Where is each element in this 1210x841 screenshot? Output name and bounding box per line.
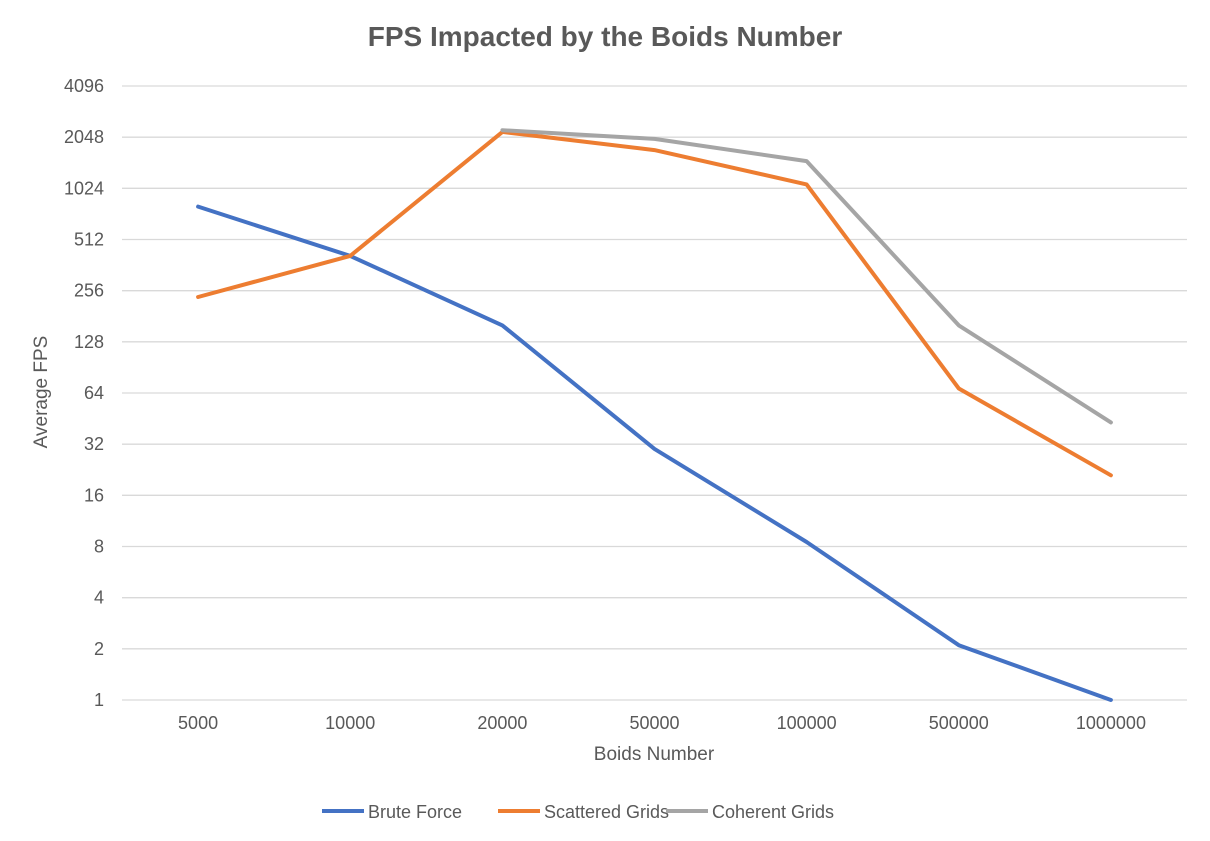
x-tick-label: 500000 [929, 713, 989, 733]
y-tick-label: 2048 [64, 127, 104, 147]
series-line-0 [196, 204, 1113, 702]
legend-label: Coherent Grids [712, 802, 834, 822]
y-tick-label: 4 [94, 588, 104, 608]
series-lines [196, 128, 1113, 702]
x-axis-ticks: 5000 10000 20000 50000 100000 500000 1000000 [178, 713, 1146, 733]
series-line-2 [500, 128, 1113, 425]
y-tick-label: 512 [74, 230, 104, 250]
y-tick-label: 8 [94, 537, 104, 557]
legend-item: Scattered Grids [498, 802, 669, 822]
x-tick-label: 1000000 [1076, 713, 1146, 733]
y-axis-label: Average FPS [31, 336, 52, 449]
y-tick-label: 1024 [64, 178, 104, 198]
x-tick-label: 50000 [629, 713, 679, 733]
y-tick-label: 32 [84, 434, 104, 454]
legend-item: Brute Force [322, 802, 462, 822]
legend-label: Scattered Grids [544, 802, 669, 822]
x-tick-label: 10000 [325, 713, 375, 733]
y-axis-ticks: 1 2 4 8 16 32 64 128 256 512 1024 2048 4096 [64, 76, 104, 710]
legend-label: Brute Force [368, 802, 462, 822]
x-tick-label: 100000 [777, 713, 837, 733]
x-tick-label: 5000 [178, 713, 218, 733]
y-tick-label: 2 [94, 639, 104, 659]
x-tick-label: 20000 [477, 713, 527, 733]
gridlines [122, 85, 1187, 701]
y-tick-label: 1 [94, 690, 104, 710]
y-tick-label: 4096 [64, 76, 104, 96]
series-line-1 [196, 129, 1113, 478]
legend: Brute Force Scattered Grids Coherent Grids [322, 802, 834, 822]
y-tick-label: 128 [74, 332, 104, 352]
chart-title: FPS Impacted by the Boids Number [368, 21, 843, 52]
legend-item: Coherent Grids [666, 802, 834, 822]
y-tick-label: 64 [84, 383, 104, 403]
x-axis-label: Boids Number [594, 744, 715, 765]
y-tick-label: 256 [74, 281, 104, 301]
y-tick-label: 16 [84, 485, 104, 505]
